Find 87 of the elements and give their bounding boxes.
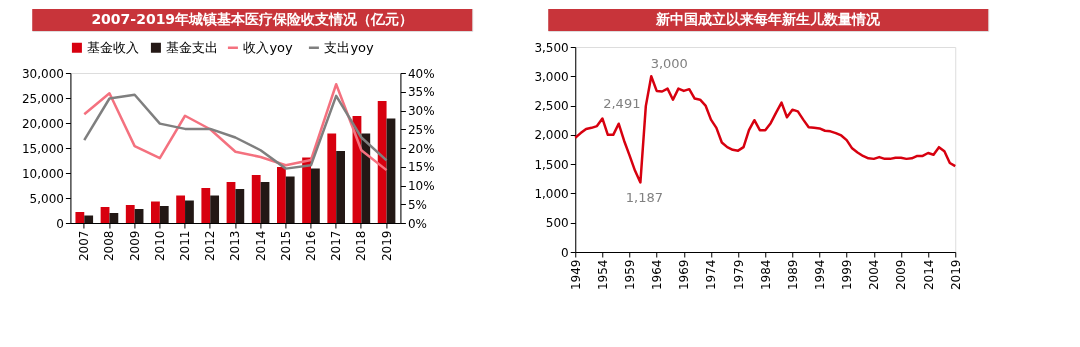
y2-tick-label: 35% <box>407 85 435 100</box>
y2-tick-label: 40% <box>407 66 435 81</box>
legend-label: 收入yoy <box>243 39 294 55</box>
bar <box>285 176 295 223</box>
y-tick-label: 0 <box>561 245 569 260</box>
x-tick-label: 2012 <box>203 230 218 262</box>
annotation: 3,000 <box>650 56 688 72</box>
x-tick-label: 2017 <box>329 230 344 262</box>
legend-label: 基金收入 <box>87 39 140 55</box>
y-tick-label: 2,500 <box>534 99 569 114</box>
x-tick-label: 1974 <box>704 259 719 291</box>
y-tick-label: 500 <box>545 216 569 231</box>
bar <box>386 118 396 223</box>
x-tick-label: 2007 <box>77 230 92 262</box>
bar <box>251 175 261 223</box>
y2-tick-label: 15% <box>407 160 435 175</box>
y2-tick-label: 0% <box>407 216 427 231</box>
bar <box>201 188 211 223</box>
bar <box>151 201 160 223</box>
x-tick-label: 1979 <box>731 259 746 291</box>
bar <box>134 209 144 223</box>
y2-tick-label: 20% <box>407 141 435 156</box>
x-tick-label: 1999 <box>840 259 855 291</box>
x-tick-label: 2015 <box>278 230 293 262</box>
y-tick-label: 20,000 <box>21 116 64 131</box>
y-tick-label: 5,000 <box>29 191 64 206</box>
bar <box>336 151 345 223</box>
x-tick-label: 2008 <box>102 230 117 262</box>
bar <box>185 200 194 223</box>
y2-tick-label: 10% <box>407 179 435 193</box>
y2-tick-label: 5% <box>407 197 427 212</box>
y-tick-label: 3,000 <box>534 69 569 84</box>
x-tick-label: 1954 <box>595 259 610 291</box>
bar <box>310 168 320 223</box>
y-tick-label: 1,500 <box>534 157 569 172</box>
x-tick-label: 2016 <box>303 230 318 262</box>
bar <box>377 101 387 223</box>
x-tick-label: 1969 <box>677 259 692 291</box>
x-tick-label: 1959 <box>623 259 638 291</box>
x-tick-label: 2011 <box>178 230 193 262</box>
x-tick-label: 2004 <box>867 259 882 291</box>
chart-title: 2007-2019年城镇基本医疗保险收支情况（亿元） <box>91 11 414 27</box>
y-tick-label: 15,000 <box>21 141 64 156</box>
legend-label: 基金支出 <box>166 39 219 55</box>
legend-label: 支出yoy <box>324 39 375 55</box>
bar <box>176 195 186 223</box>
bar <box>100 207 110 223</box>
bar <box>361 133 371 223</box>
y-tick-label: 2,000 <box>534 128 569 143</box>
annotation: 2,491 <box>603 96 641 112</box>
y-tick-label: 30,000 <box>21 66 64 81</box>
bar <box>210 195 220 223</box>
y-tick-label: 0 <box>56 216 64 231</box>
x-tick-label: 2014 <box>253 230 268 262</box>
y-tick-label: 10,000 <box>21 166 64 181</box>
bar <box>159 206 169 223</box>
bar <box>302 157 311 223</box>
bar <box>260 182 270 223</box>
x-tick-label: 1994 <box>813 259 828 291</box>
x-tick-label: 2009 <box>127 230 142 262</box>
x-tick-label: 2019 <box>379 230 394 262</box>
x-tick-label: 2014 <box>921 259 936 291</box>
y2-tick-label: 30% <box>407 104 435 118</box>
x-tick-label: 2019 <box>948 259 963 291</box>
x-tick-label: 1964 <box>650 259 665 291</box>
bar <box>327 133 337 223</box>
annotation: 1,187 <box>625 190 663 206</box>
bar <box>75 212 85 223</box>
x-tick-label: 2018 <box>354 230 369 262</box>
line-series <box>574 75 957 184</box>
y-tick-label: 3,500 <box>534 40 569 55</box>
y-tick-label: 25,000 <box>21 91 64 106</box>
x-tick-label: 2010 <box>152 230 167 262</box>
bar <box>226 182 236 223</box>
bar <box>84 215 94 223</box>
bar <box>235 189 245 223</box>
bar <box>276 167 286 223</box>
x-tick-label: 1949 <box>568 259 583 291</box>
chart-title: 新中国成立以来每年新生儿数量情况 <box>655 11 882 27</box>
y-tick-label: 1,000 <box>534 186 569 201</box>
bar <box>109 213 119 223</box>
x-tick-label: 2009 <box>894 259 909 291</box>
bar <box>125 205 135 223</box>
y2-tick-label: 25% <box>407 122 435 137</box>
x-tick-label: 1984 <box>758 259 773 291</box>
x-tick-label: 2013 <box>228 230 243 262</box>
x-tick-label: 1989 <box>785 259 800 291</box>
